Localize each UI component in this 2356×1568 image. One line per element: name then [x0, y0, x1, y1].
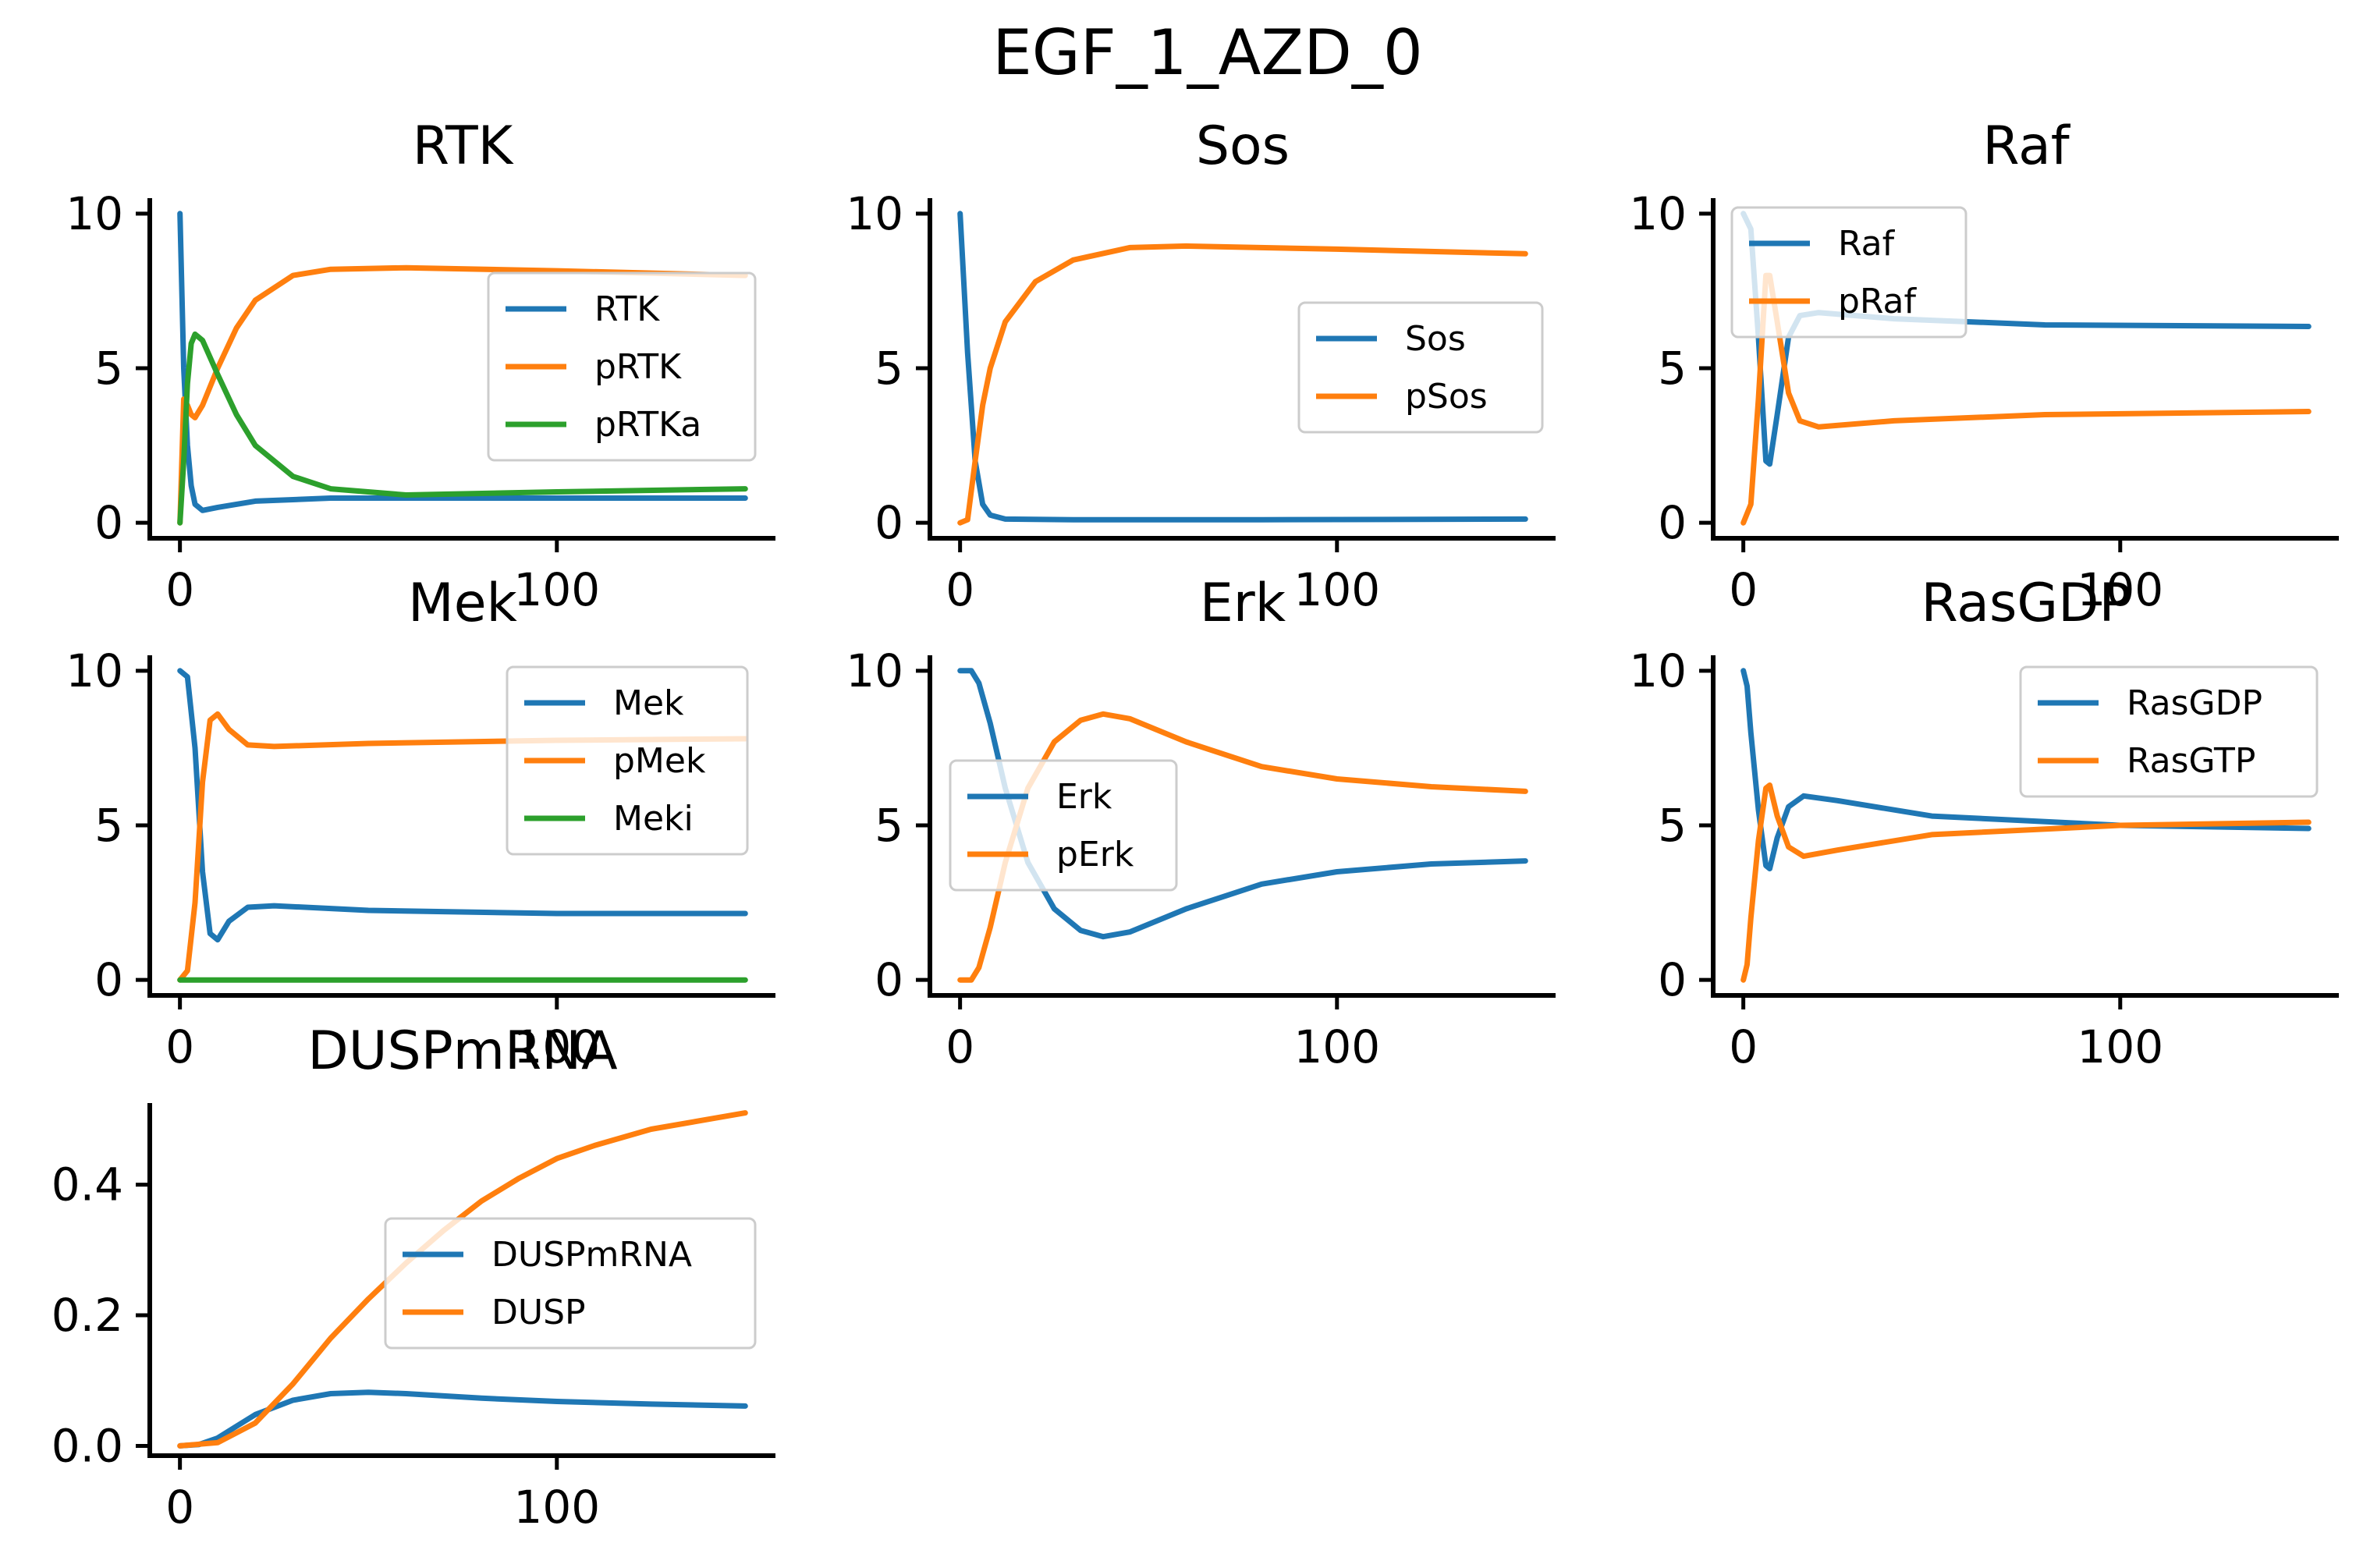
series-line-psos: [957, 243, 1528, 526]
x-tick-label: 0: [165, 1020, 194, 1073]
y-tick-label: 0: [94, 496, 123, 549]
x-tick-label: 0: [946, 563, 974, 616]
y-tick-label: 10: [1629, 187, 1687, 240]
y-tick-label: 5: [1658, 342, 1687, 395]
legend-label: pMek: [613, 741, 706, 781]
x-tick-label: 100: [2077, 1020, 2163, 1073]
x-tick-label: 100: [1293, 563, 1380, 616]
legend: RTK pRTK pRTKa: [487, 271, 757, 462]
legend-label: pRTK: [594, 347, 682, 387]
legend-label: RasGDP: [2127, 683, 2262, 723]
y-tick-label: 0: [1658, 953, 1687, 1006]
legend-label: RasGTP: [2127, 741, 2255, 781]
series-line-rasgdp: [1740, 668, 2312, 871]
legend: Raf pRaf: [1730, 206, 1967, 339]
legend-label: Raf: [1838, 224, 1896, 264]
x-tick-label: 0: [165, 1481, 194, 1534]
series-line-praf: [1740, 272, 2312, 526]
y-tick-label: 5: [875, 342, 903, 395]
legend-label: DUSP: [491, 1293, 586, 1332]
legend-frame: [506, 665, 749, 856]
x-tick-label: 100: [1293, 1020, 1380, 1073]
series-line-perk: [957, 711, 1528, 983]
legend: RasGDP RasGTP: [2019, 665, 2319, 798]
legend-frame: [2019, 665, 2319, 798]
x-tick-label: 0: [1729, 1020, 1758, 1073]
y-tick-label: 5: [875, 799, 903, 852]
series-line-rasgtp: [1740, 782, 2312, 983]
y-tick-label: 5: [94, 799, 123, 852]
panel-title: Sos: [1196, 115, 1290, 177]
panel-title: Raf: [1982, 115, 2070, 177]
legend-label: Erk: [1056, 777, 1112, 817]
legend: Erk pErk: [949, 759, 1178, 892]
legend: Mek pMek Meki: [506, 665, 749, 856]
y-tick-label: 0.0: [51, 1419, 123, 1472]
legend-label: Sos: [1405, 319, 1466, 359]
panel-title: DUSPmRNA: [307, 1020, 617, 1082]
legend-frame: [949, 759, 1178, 892]
series-line-mek: [177, 668, 748, 943]
y-tick-label: 10: [66, 644, 123, 697]
y-tick-label: 0: [1658, 496, 1687, 549]
y-tick-label: 0: [875, 496, 903, 549]
y-tick-label: 0.2: [51, 1289, 123, 1342]
series-line-sos: [957, 211, 1528, 523]
y-tick-label: 5: [1658, 799, 1687, 852]
legend-frame: [487, 271, 757, 462]
legend-label: DUSPmRNA: [491, 1235, 692, 1275]
legend-label: pRTKa: [594, 405, 701, 445]
series-line-prtka: [177, 331, 748, 526]
y-tick-label: 10: [846, 644, 903, 697]
legend-frame: [384, 1217, 757, 1350]
y-tick-label: 10: [1629, 644, 1687, 697]
legend-frame: [1730, 206, 1967, 339]
y-tick-label: 0.4: [51, 1158, 123, 1211]
legend: DUSPmRNA DUSP: [384, 1217, 757, 1350]
legend-label: RTK: [594, 289, 660, 329]
panel-title: RasGDP: [1921, 573, 2131, 634]
legend-label: Meki: [613, 799, 694, 839]
x-tick-label: 100: [513, 1481, 600, 1534]
x-tick-label: 0: [1729, 563, 1758, 616]
legend-frame: [1297, 301, 1544, 434]
panel-title: Erk: [1200, 573, 1286, 634]
y-tick-label: 5: [94, 342, 123, 395]
series-line-erk: [957, 668, 1528, 940]
panel-title: Mek: [408, 573, 518, 634]
figure-suptitle: EGF_1_AZD_0: [992, 16, 1422, 89]
legend-label: pErk: [1056, 835, 1134, 874]
x-tick-label: 100: [513, 1020, 600, 1073]
y-tick-label: 10: [66, 187, 123, 240]
panel-title: RTK: [413, 115, 515, 177]
y-tick-label: 10: [846, 187, 903, 240]
y-tick-label: 0: [94, 953, 123, 1006]
legend-label: pRaf: [1838, 282, 1917, 321]
x-tick-label: 0: [165, 563, 194, 616]
y-tick-label: 0: [875, 953, 903, 1006]
x-tick-label: 100: [513, 563, 600, 616]
legend-label: pSos: [1405, 377, 1488, 417]
legend-label: Mek: [613, 683, 684, 723]
series-line-duspmrna: [177, 1389, 748, 1449]
series-line-pmek: [177, 711, 748, 983]
legend: Sos pSos: [1297, 301, 1544, 434]
x-tick-label: 0: [946, 1020, 974, 1073]
x-tick-label: 100: [2077, 563, 2163, 616]
